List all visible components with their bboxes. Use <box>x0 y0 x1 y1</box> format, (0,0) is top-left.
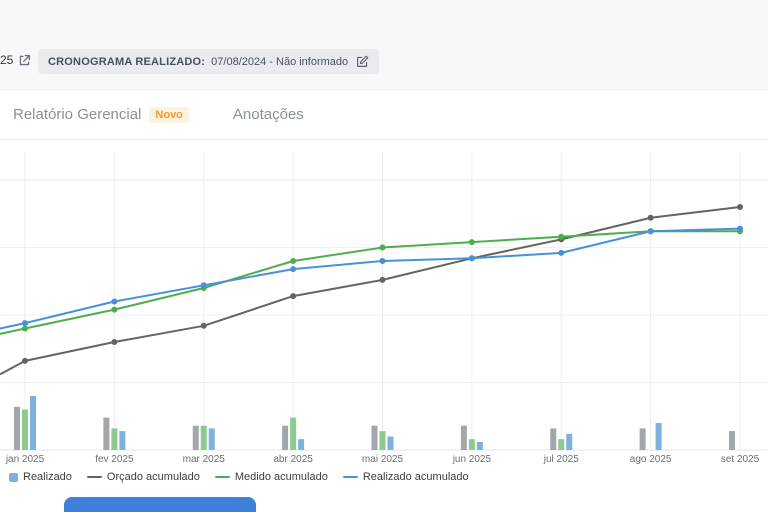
legend-label: Orçado acumulado <box>106 471 200 483</box>
point-or-ado-acumulado[interactable] <box>200 322 207 329</box>
external-link-icon[interactable] <box>18 54 31 67</box>
point-or-ado-acumulado[interactable] <box>22 357 28 364</box>
tab-anotacoes[interactable]: Anotações <box>233 106 304 123</box>
square-marker-icon <box>9 472 18 482</box>
point-realizado-acumulado[interactable] <box>290 266 297 273</box>
bar-medido-mensal[interactable] <box>111 428 118 450</box>
line-realizado-acumulado <box>0 227 741 330</box>
bar-realizado[interactable] <box>476 441 483 450</box>
edit-icon[interactable] <box>356 55 369 68</box>
point-realizado-acumulado[interactable] <box>468 255 475 262</box>
tabbar: Relatório Gerencial Novo Anotações <box>0 90 768 140</box>
bar-or-ado-mensal[interactable] <box>371 425 378 450</box>
legend-item-or-ado-acumulado[interactable]: Orçado acumulado <box>86 471 200 483</box>
bar-or-ado-mensal[interactable] <box>192 425 199 450</box>
bar-medido-mensal[interactable] <box>468 439 475 450</box>
point-medido-acumulado[interactable] <box>558 233 565 240</box>
bar-or-ado-mensal[interactable] <box>103 417 110 450</box>
point-or-ado-acumulado[interactable] <box>111 339 118 345</box>
point-medido-acumulado[interactable] <box>22 325 28 332</box>
x-axis-label: mar 2025 <box>183 454 226 465</box>
topbar: 25 CRONOGRAMA REALIZADO: 07/08/2024 - Nã… <box>0 0 768 90</box>
point-or-ado-acumulado[interactable] <box>737 204 743 210</box>
x-axis-label: fev 2025 <box>95 454 134 465</box>
bar-or-ado-mensal[interactable] <box>282 425 289 450</box>
bar-or-ado-mensal[interactable] <box>14 406 20 450</box>
bar-medido-mensal[interactable] <box>200 425 207 450</box>
bar-or-ado-mensal[interactable] <box>729 431 735 450</box>
bar-realizado[interactable] <box>208 428 215 450</box>
chart-legend: Realizado Orçado acumulado Medido acumulad… <box>9 471 469 483</box>
point-medido-acumulado[interactable] <box>379 244 386 251</box>
bottom-partial-button[interactable] <box>64 497 256 512</box>
x-axis-label: jan 2025 <box>5 454 45 465</box>
novo-badge: Novo <box>149 106 189 123</box>
point-realizado-acumulado[interactable] <box>22 320 28 327</box>
bar-or-ado-mensal[interactable] <box>550 428 557 450</box>
line-marker-icon <box>342 476 358 478</box>
badge-label: CRONOGRAMA REALIZADO: <box>48 55 206 68</box>
point-medido-acumulado[interactable] <box>290 258 297 264</box>
bar-realizado[interactable] <box>298 439 305 450</box>
bar-medido-mensal[interactable] <box>22 409 28 451</box>
bar-realizado[interactable] <box>566 433 573 450</box>
bar-realizado[interactable] <box>119 431 126 450</box>
legend-label: Realizado <box>23 471 72 483</box>
point-realizado-acumulado[interactable] <box>111 298 118 305</box>
cronograma-realizado-badge: CRONOGRAMA REALIZADO: 07/08/2024 - Não i… <box>38 49 380 74</box>
bar-realizado[interactable] <box>387 436 394 451</box>
line-marker-icon <box>86 476 102 478</box>
bar-realizado[interactable] <box>30 396 36 450</box>
badge-value: 07/08/2024 - Não informado <box>211 55 349 68</box>
tab-label: Anotações <box>232 106 304 123</box>
bar-medido-mensal[interactable] <box>558 439 565 450</box>
legend-label: Medido acumulado <box>234 471 328 483</box>
point-realizado-acumulado[interactable] <box>200 282 207 289</box>
point-medido-acumulado[interactable] <box>111 306 118 313</box>
x-axis-label: mai 2025 <box>362 454 404 465</box>
point-or-ado-acumulado[interactable] <box>290 293 297 300</box>
x-axis-label: set 2025 <box>721 454 760 465</box>
cut-link-text: 25 <box>0 53 14 67</box>
x-axis-label: jul 2025 <box>543 454 579 465</box>
point-realizado-acumulado[interactable] <box>379 258 386 264</box>
legend-item-medido-acumulado[interactable]: Medido acumulado <box>214 471 328 483</box>
line-marker-icon <box>214 476 230 478</box>
point-or-ado-acumulado[interactable] <box>379 276 386 283</box>
point-realizado-acumulado[interactable] <box>558 249 565 256</box>
legend-item-realizado-acumulado[interactable]: Realizado acumulado <box>342 471 469 483</box>
bar-medido-mensal[interactable] <box>290 417 297 450</box>
point-realizado-acumulado[interactable] <box>737 225 743 232</box>
tab-relatorio-gerencial[interactable]: Relatório Gerencial Novo <box>13 106 189 123</box>
point-or-ado-acumulado[interactable] <box>647 214 654 221</box>
x-axis-label: jun 2025 <box>452 454 492 465</box>
bar-medido-mensal[interactable] <box>379 431 386 450</box>
bar-or-ado-mensal[interactable] <box>460 425 467 450</box>
bar-or-ado-mensal[interactable] <box>639 428 646 450</box>
legend-label: Realizado acumulado <box>362 471 469 483</box>
tab-label: Relatório Gerencial <box>13 106 142 123</box>
x-axis-label: abr 2025 <box>273 454 313 465</box>
line-or-ado-acumulado <box>0 206 741 376</box>
x-axis-label: ago 2025 <box>630 454 672 465</box>
point-realizado-acumulado[interactable] <box>647 228 654 235</box>
point-medido-acumulado[interactable] <box>468 239 475 246</box>
bar-realizado[interactable] <box>655 423 662 450</box>
cronograma-previsto-link[interactable]: 25 <box>0 53 31 67</box>
line-medido-acumulado <box>0 230 740 335</box>
legend-item-realizado[interactable]: Realizado <box>9 471 72 483</box>
